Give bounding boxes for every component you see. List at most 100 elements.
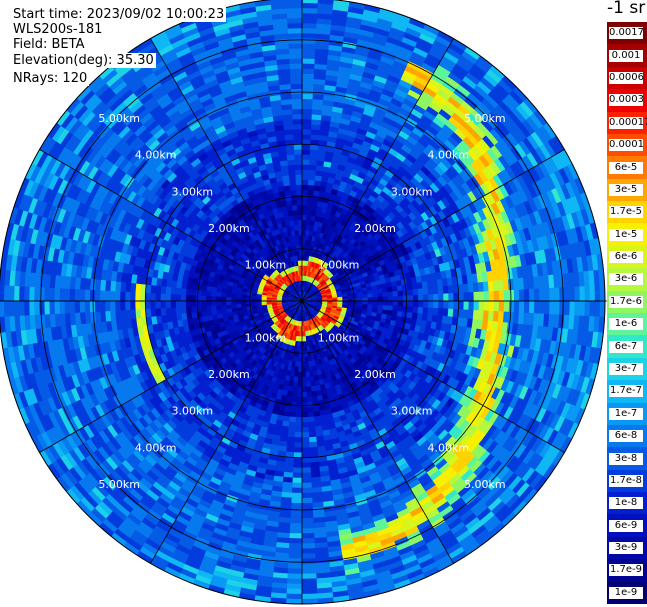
beta-cell <box>405 93 419 105</box>
beta-cell <box>285 588 302 595</box>
beta-cell <box>412 405 423 416</box>
beta-cell <box>441 364 450 375</box>
beta-cell <box>312 278 316 285</box>
beta-cell <box>455 158 468 172</box>
beta-cell <box>409 190 419 201</box>
beta-cell <box>591 254 599 272</box>
beta-cell <box>573 315 580 332</box>
beta-cell <box>522 401 533 417</box>
beta-cell <box>334 91 347 99</box>
beta-cell <box>360 19 378 29</box>
beta-cell <box>362 191 372 200</box>
beta-cell <box>305 293 310 298</box>
beta-cell <box>445 120 459 133</box>
beta-cell <box>459 326 467 337</box>
beta-cell <box>479 349 488 362</box>
beta-cell <box>311 119 322 126</box>
beta-cell <box>477 209 488 222</box>
beta-cell <box>517 429 530 445</box>
beta-cell <box>287 558 302 564</box>
beta-cell <box>348 250 355 258</box>
beta-cell <box>561 199 572 217</box>
beta-cell <box>297 381 302 388</box>
beta-cell <box>377 12 396 23</box>
beta-cell <box>504 368 514 382</box>
beta-cell <box>339 340 346 347</box>
beta-cell <box>302 22 318 29</box>
beta-cell <box>410 51 427 63</box>
beta-cell <box>358 123 370 132</box>
beta-cell <box>564 404 576 422</box>
beta-cell <box>302 214 307 221</box>
beta-cell <box>315 269 320 275</box>
beta-cell <box>514 143 528 159</box>
beta-cell <box>302 245 306 251</box>
beta-cell <box>468 224 477 237</box>
beta-cell <box>387 165 398 175</box>
beta-cell <box>450 413 462 426</box>
beta-cell <box>451 276 459 286</box>
beta-cell <box>445 323 452 334</box>
beta-cell <box>341 330 348 337</box>
beta-cell <box>358 29 375 38</box>
beta-cell <box>450 92 465 106</box>
beta-cell <box>329 34 345 42</box>
beta-cell <box>301 527 315 534</box>
beta-cell <box>342 251 349 259</box>
beta-cell <box>306 396 313 403</box>
beta-cell <box>542 313 550 328</box>
beta-cell <box>415 319 422 327</box>
beta-cell <box>433 426 445 438</box>
beta-cell <box>423 266 431 276</box>
beta-cell <box>509 219 519 234</box>
beta-cell <box>371 285 378 291</box>
beta-cell <box>575 375 586 393</box>
beta-cell <box>523 200 534 215</box>
beta-cell <box>441 207 452 219</box>
beta-cell <box>328 323 334 329</box>
beta-cell <box>307 260 311 267</box>
beta-cell <box>317 3 335 10</box>
beta-cell <box>457 309 464 319</box>
beta-cell <box>412 375 421 385</box>
beta-cell <box>539 288 545 302</box>
beta-cell <box>368 273 375 280</box>
beta-cell <box>350 334 358 340</box>
beta-cell <box>310 291 315 296</box>
beta-cell <box>335 286 341 291</box>
beta-cell <box>423 57 440 70</box>
beta-cell <box>438 505 454 518</box>
beta-cell <box>538 275 545 290</box>
beta-cell <box>459 372 469 385</box>
beta-cell <box>419 268 426 277</box>
beta-cell <box>360 195 369 204</box>
beta-cell <box>540 177 552 193</box>
beta-cell <box>354 401 363 410</box>
beta-cell <box>561 328 569 344</box>
beta-cell <box>438 60 455 73</box>
beta-cell <box>423 199 434 210</box>
beta-cell <box>414 141 427 153</box>
beta-cell <box>404 65 420 77</box>
beta-cell <box>432 202 443 214</box>
beta-cell <box>571 329 579 346</box>
beta-cell <box>593 316 600 334</box>
beta-cell <box>517 399 529 415</box>
beta-cell <box>530 455 544 472</box>
beta-cell <box>340 358 347 365</box>
beta-cell <box>495 199 506 214</box>
beta-cell <box>533 422 546 439</box>
beta-cell <box>339 346 347 353</box>
beta-cell <box>452 162 464 175</box>
beta-cell <box>511 346 520 360</box>
beta-cell <box>417 137 430 149</box>
beta-cell <box>327 177 336 185</box>
beta-cell <box>302 33 317 39</box>
beta-cell <box>392 290 399 297</box>
beta-cell <box>302 265 304 271</box>
beta-cell <box>325 208 333 215</box>
beta-cell <box>579 286 586 302</box>
beta-cell <box>300 593 318 600</box>
beta-cell <box>519 101 535 118</box>
beta-cell <box>444 469 458 483</box>
